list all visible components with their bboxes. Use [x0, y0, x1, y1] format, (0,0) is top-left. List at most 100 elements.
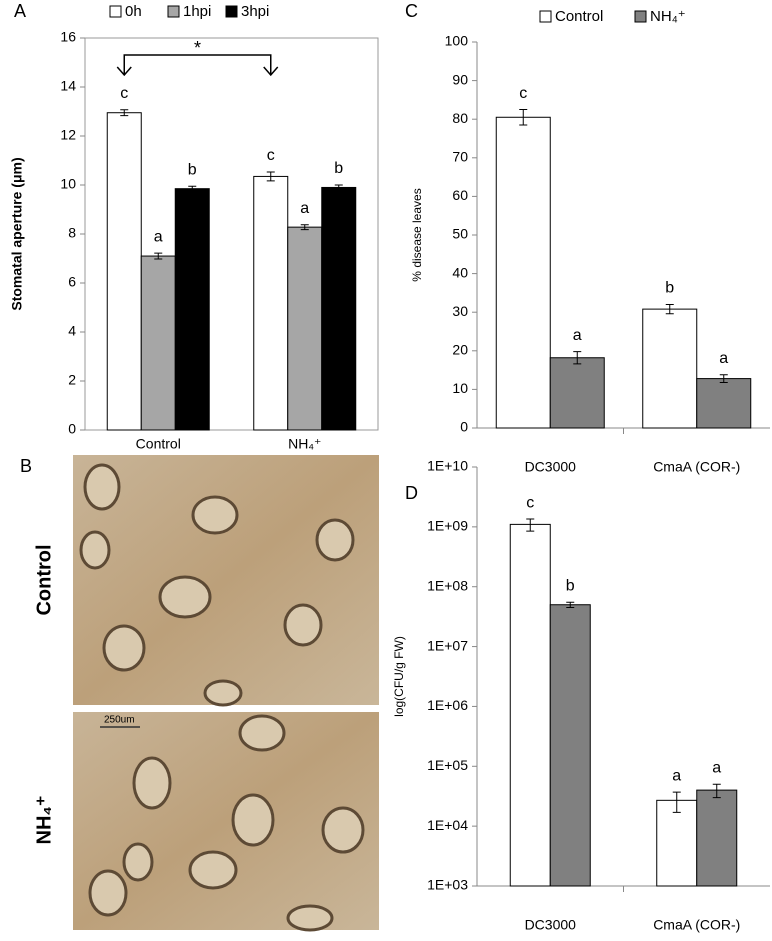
y-axis-label: log(CFU/g FW): [392, 636, 406, 717]
significance-letter: c: [120, 85, 128, 102]
significance-letter: b: [188, 161, 197, 178]
legend-swatch: [225, 5, 238, 18]
error-bar: [712, 783, 721, 799]
significance-letter: a: [672, 767, 681, 784]
legend-label: NH₄⁺: [650, 8, 686, 25]
y-tick-label: 8: [68, 225, 76, 241]
error-bar: [672, 791, 681, 813]
y-tick-label: 80: [452, 110, 468, 126]
y-tick-label: 1E+10: [427, 458, 468, 474]
panel-label: A: [14, 1, 26, 21]
y-tick-label: 4: [68, 323, 76, 339]
y-tick-label: 10: [452, 380, 468, 396]
y-tick-label: 20: [452, 342, 468, 358]
bar: [549, 604, 591, 887]
x-tick-label: Control: [136, 436, 181, 452]
legend-label: 0h: [125, 3, 142, 20]
error-bar: [188, 185, 197, 192]
bar: [696, 378, 752, 429]
y-tick-label: 6: [68, 274, 76, 290]
panel-label: B: [20, 456, 32, 476]
legend-label: 3hpi: [241, 3, 269, 20]
significance-bracket: [116, 54, 279, 77]
y-tick-label: 1E+05: [427, 757, 468, 773]
legend-swatch: [634, 10, 647, 23]
y-tick-label: 30: [452, 303, 468, 319]
y-tick-label: 1E+09: [427, 518, 468, 534]
error-bar: [120, 109, 129, 117]
significance-letter: a: [300, 200, 309, 217]
stomata: [79, 463, 365, 932]
significance-letter: a: [719, 350, 728, 367]
photo-panel: 250um B Control NH₄⁺: [20, 455, 379, 932]
error-bar: [526, 518, 535, 532]
x-tick-label: NH₄⁺: [288, 436, 321, 452]
legend-label: 1hpi: [183, 3, 211, 20]
significance-mark: *: [194, 38, 201, 58]
y-tick-label: 0: [460, 419, 468, 435]
bar: [140, 255, 176, 431]
panel-label: C: [405, 1, 418, 21]
bar: [106, 112, 142, 431]
significance-letter: c: [519, 85, 527, 102]
significance-letter: c: [267, 147, 275, 164]
row-label: NH₄⁺: [33, 796, 55, 845]
bar: [253, 175, 289, 431]
bar: [509, 523, 551, 887]
error-bar: [300, 224, 309, 231]
y-tick-label: 1E+08: [427, 577, 468, 593]
error-bar: [719, 374, 728, 383]
y-tick-label: 2: [68, 372, 76, 388]
bar: [287, 226, 323, 431]
significance-letter: b: [665, 280, 674, 297]
y-axis-label: % disease leaves: [410, 188, 424, 281]
y-tick-label: 100: [445, 33, 469, 49]
significance-letter: a: [573, 327, 582, 344]
error-bar: [573, 351, 582, 365]
error-bar: [154, 252, 163, 260]
row-label: Control: [33, 544, 55, 615]
error-bar: [665, 303, 674, 315]
y-tick-label: 1E+06: [427, 697, 468, 713]
legend-swatch: [539, 10, 552, 23]
y-tick-label: 40: [452, 264, 468, 280]
legend-swatch: [167, 5, 180, 18]
y-tick-label: 70: [452, 149, 468, 165]
x-tick-label: DC3000: [525, 917, 577, 933]
legend-swatch: [109, 5, 122, 18]
y-tick-label: 60: [452, 187, 468, 203]
y-tick-label: 50: [452, 226, 468, 242]
error-bar: [566, 601, 575, 608]
bar: [549, 357, 605, 429]
error-bar: [334, 184, 343, 191]
significance-letter: a: [154, 228, 163, 245]
x-tick-label: CmaA (COR-): [653, 459, 740, 475]
error-bar: [266, 171, 275, 182]
scale-bar-label: 250um: [104, 715, 135, 726]
bar: [495, 116, 551, 429]
y-tick-label: 1E+07: [427, 637, 468, 653]
bar: [656, 799, 698, 887]
bar: [174, 188, 210, 431]
y-tick-label: 1E+03: [427, 877, 468, 893]
bar: [321, 186, 357, 431]
y-tick-label: 1E+04: [427, 817, 468, 833]
y-tick-label: 16: [60, 29, 76, 45]
significance-letter: b: [566, 577, 575, 594]
error-bar: [519, 109, 528, 126]
panel-label: D: [405, 483, 418, 503]
significance-letter: a: [712, 760, 721, 777]
bar: [696, 789, 738, 887]
x-tick-label: DC3000: [525, 459, 577, 475]
y-tick-label: 14: [60, 78, 76, 94]
y-tick-label: 10: [60, 176, 76, 192]
y-tick-label: 12: [60, 127, 76, 143]
significance-letter: b: [334, 160, 343, 177]
y-axis-label: Stomatal aperture (μm): [9, 157, 25, 310]
x-tick-label: CmaA (COR-): [653, 917, 740, 933]
bar: [642, 308, 698, 429]
legend-label: Control: [555, 8, 603, 25]
y-tick-label: 0: [68, 421, 76, 437]
significance-letter: c: [526, 494, 534, 511]
